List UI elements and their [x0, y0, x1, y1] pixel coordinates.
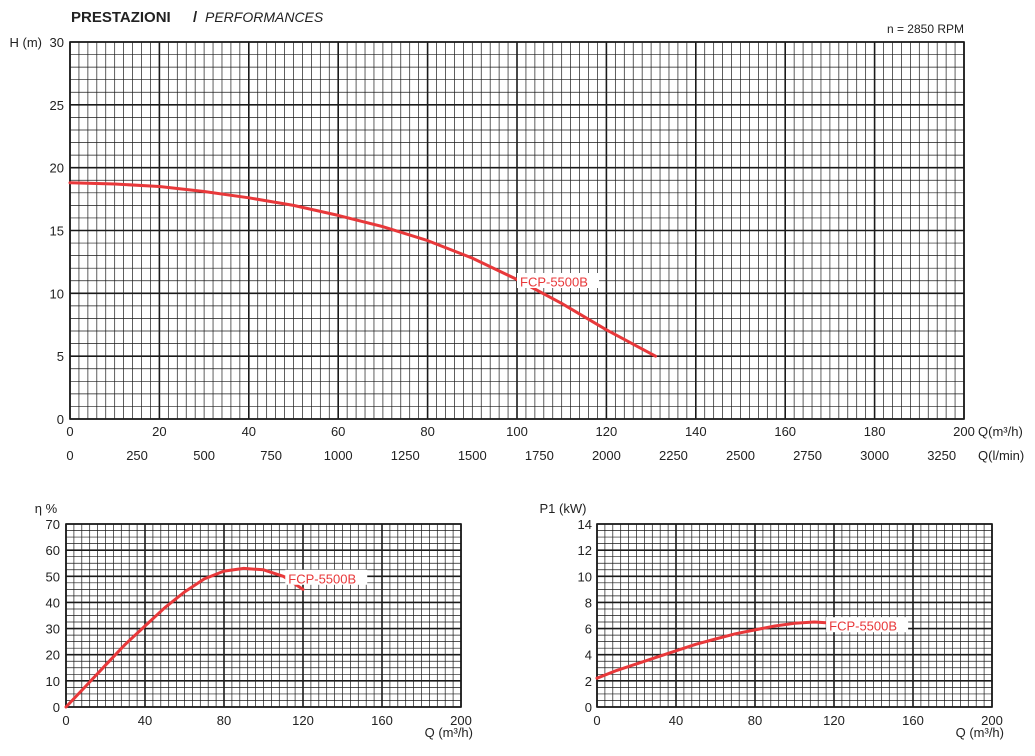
power-chart: 0 2 4 6 8 10 12 14 0 40 80 120 160 200 P1 (kW) Q (m³/h)… [540, 501, 1004, 740]
x2-tick-label: 1250 [391, 448, 420, 463]
y-axis-label: P1 (kW) [540, 501, 587, 516]
x-tick-label: 200 [953, 424, 975, 439]
x-tick-label: 200 [450, 713, 472, 728]
y-tick-label: 0 [585, 700, 592, 715]
x-tick-label: 80 [748, 713, 762, 728]
x-tick-label: 180 [864, 424, 886, 439]
x-tick-label: 0 [593, 713, 600, 728]
grid [69, 41, 965, 420]
y-tick-label: 6 [585, 622, 592, 637]
y-tick-label: 20 [46, 648, 60, 663]
y-tick-label: 60 [46, 543, 60, 558]
x-tick-label: 100 [506, 424, 528, 439]
y-tick-label: 10 [50, 286, 64, 301]
grid [596, 523, 993, 708]
x2-tick-label: 250 [126, 448, 148, 463]
series-label-bg [285, 569, 368, 585]
series-label-bg [826, 617, 909, 633]
title-bold: PRESTAZIONI [71, 9, 171, 26]
grid [65, 523, 462, 708]
y-axis-label: H (m) [10, 35, 43, 50]
x2-tick-label: 1750 [525, 448, 554, 463]
x-tick-label: 60 [331, 424, 345, 439]
x2-tick-label: 3000 [860, 448, 889, 463]
x2-tick-label: 2250 [659, 448, 688, 463]
title-italic: PERFORMANCES [205, 9, 324, 25]
x-tick-label: 140 [685, 424, 707, 439]
plot-frame [596, 523, 993, 708]
x-tick-label: 120 [823, 713, 845, 728]
series-label-bg [517, 273, 599, 289]
x-tick-label: 0 [62, 713, 69, 728]
y-tick-label: 0 [57, 412, 64, 427]
x-axis-label: Q(m³/h) [978, 424, 1023, 439]
x-tick-label: 120 [292, 713, 314, 728]
x-tick-label: 40 [242, 424, 256, 439]
y-tick-label: 25 [50, 98, 64, 113]
x2-tick-label: 2000 [592, 448, 621, 463]
series-label: FCP-5500B [829, 619, 897, 634]
efficiency-chart: 0 10 20 30 40 50 60 70 0 40 80 120 160 200 η % Q (m³/h)… [35, 501, 473, 740]
plot-frame [69, 41, 965, 420]
y-tick-label: 12 [578, 543, 592, 558]
y-tick-label: 10 [578, 569, 592, 584]
title-separator: / [193, 9, 198, 26]
plot-frame [65, 523, 462, 708]
y-tick-label: 8 [585, 595, 592, 610]
x-tick-label: 80 [420, 424, 434, 439]
y-tick-label: 4 [585, 648, 592, 663]
series-label: FCP-5500B [520, 275, 588, 290]
x-tick-label: 120 [596, 424, 618, 439]
x2-tick-label: 2750 [793, 448, 822, 463]
x-tick-label: 160 [774, 424, 796, 439]
series-curve [68, 181, 658, 358]
y-tick-label: 70 [46, 517, 60, 532]
x2-tick-label: 0 [66, 448, 73, 463]
x-axis-label: Q (m³/h) [425, 725, 473, 740]
y-tick-label: 0 [53, 700, 60, 715]
x-tick-label: 80 [217, 713, 231, 728]
y-tick-label: 30 [50, 35, 64, 50]
x2-tick-label: 2500 [726, 448, 755, 463]
x-tick-label: 160 [371, 713, 393, 728]
x-tick-label: 40 [138, 713, 152, 728]
x2-tick-label: 1500 [458, 448, 487, 463]
y-tick-label: 30 [46, 622, 60, 637]
y-axis-label: η % [35, 501, 58, 516]
rpm-label: n = 2850 RPM [887, 22, 964, 36]
y-tick-label: 2 [585, 674, 592, 689]
x2-tick-label: 1000 [324, 448, 353, 463]
x-tick-label: 160 [902, 713, 924, 728]
x-axis-label: Q (m³/h) [956, 725, 1004, 740]
x-tick-label: 20 [152, 424, 166, 439]
y-tick-label: 15 [50, 224, 64, 239]
x2-tick-label: 3250 [927, 448, 956, 463]
y-tick-label: 10 [46, 674, 60, 689]
x2-tick-label: 750 [260, 448, 282, 463]
y-tick-label: 20 [50, 161, 64, 176]
x2-axis-label: Q(l/min) [978, 448, 1024, 463]
x-tick-label: 0 [66, 424, 73, 439]
y-tick-label: 50 [46, 569, 60, 584]
y-tick-label: 40 [46, 595, 60, 610]
x2-tick-label: 500 [193, 448, 215, 463]
y-tick-label: 14 [578, 517, 592, 532]
y-tick-label: 5 [57, 349, 64, 364]
series-label: FCP-5500B [288, 571, 356, 586]
x-tick-label: 40 [669, 713, 683, 728]
x-tick-label: 200 [981, 713, 1003, 728]
